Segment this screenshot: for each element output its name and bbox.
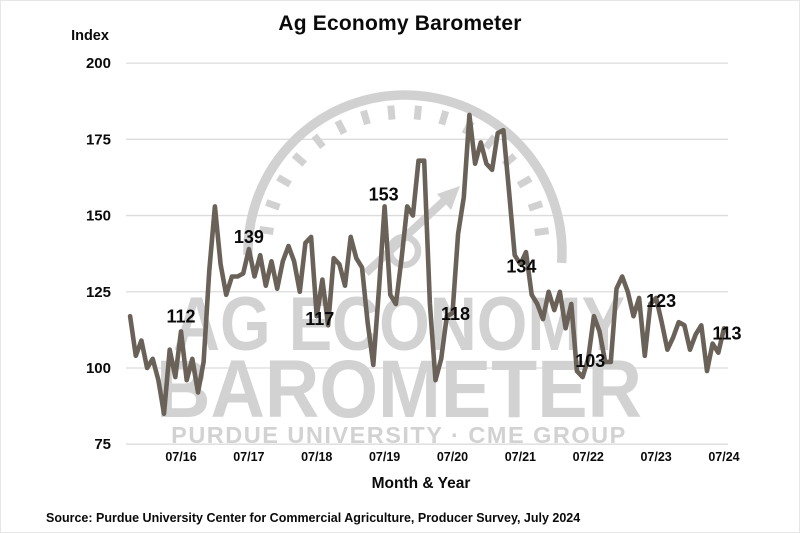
gauge-tick-mark bbox=[311, 133, 326, 149]
y-tick-label: 175 bbox=[86, 131, 111, 148]
gauge-tick-mark bbox=[516, 175, 533, 189]
data-point-label: 117 bbox=[305, 309, 334, 329]
x-tick-label: 07/16 bbox=[165, 450, 196, 464]
y-tick-label: 75 bbox=[94, 436, 111, 453]
gauge-tick-mark bbox=[259, 225, 274, 235]
x-axis-tick-labels: 07/16 07/17 07/18 07/19 07/20 07/21 07/22 07/23… bbox=[165, 450, 739, 464]
gauge-tick-mark bbox=[360, 109, 371, 126]
data-point-label: 134 bbox=[506, 256, 536, 276]
y-tick-label: 200 bbox=[86, 55, 111, 72]
x-tick-label: 07/17 bbox=[233, 450, 264, 464]
y-tick-label: 150 bbox=[86, 208, 111, 225]
x-tick-label: 07/20 bbox=[437, 450, 468, 464]
gauge-tick-mark bbox=[291, 152, 307, 167]
source-note: Source: Purdue University Center for Com… bbox=[46, 511, 581, 525]
x-tick-label: 07/23 bbox=[640, 450, 671, 464]
gauge-tick-mark bbox=[387, 105, 396, 120]
data-point-labels: 112 139 117 153 118 134 103 123 113 bbox=[166, 184, 741, 370]
gauge-tick-mark bbox=[334, 119, 348, 135]
y-tick-label: 100 bbox=[86, 360, 111, 377]
gauge-arc-icon bbox=[243, 90, 567, 264]
gauge-tick-mark bbox=[276, 174, 292, 188]
y-tick-label: 125 bbox=[86, 284, 111, 301]
gauge-arrowhead-icon bbox=[437, 186, 460, 210]
data-point-label: 153 bbox=[369, 184, 399, 204]
gauge-tick-mark bbox=[438, 110, 450, 126]
x-tick-label: 07/19 bbox=[369, 450, 400, 464]
y-axis-tick-labels: 200 175 150 125 100 75 bbox=[86, 55, 111, 453]
data-point-label: 113 bbox=[712, 323, 741, 343]
x-tick-label: 07/22 bbox=[573, 450, 604, 464]
data-point-label: 123 bbox=[646, 291, 676, 311]
gauge-tick-mark bbox=[413, 105, 422, 121]
watermark-line3: PURDUE UNIVERSITY · CME GROUP bbox=[171, 422, 627, 448]
x-axis-title: Month & Year bbox=[371, 475, 471, 492]
watermark-line2: BAROMETER bbox=[156, 344, 642, 435]
y-axis-title: Index bbox=[71, 28, 109, 44]
x-tick-label: 07/24 bbox=[708, 450, 739, 464]
x-tick-label: 07/21 bbox=[505, 450, 536, 464]
chart-title: Ag Economy Barometer bbox=[278, 12, 522, 35]
gauge-tick-mark bbox=[265, 199, 281, 211]
gauge-tick-mark bbox=[527, 200, 544, 212]
gauge-tick-mark bbox=[534, 227, 550, 237]
gauge-tick-mark bbox=[483, 134, 498, 150]
x-tick-label: 07/18 bbox=[301, 450, 332, 464]
data-point-label: 118 bbox=[441, 304, 470, 324]
barometer-line-series bbox=[127, 112, 727, 417]
data-point-label: 139 bbox=[234, 227, 264, 247]
data-point-label: 112 bbox=[166, 306, 195, 326]
data-point-label: 103 bbox=[575, 351, 605, 371]
